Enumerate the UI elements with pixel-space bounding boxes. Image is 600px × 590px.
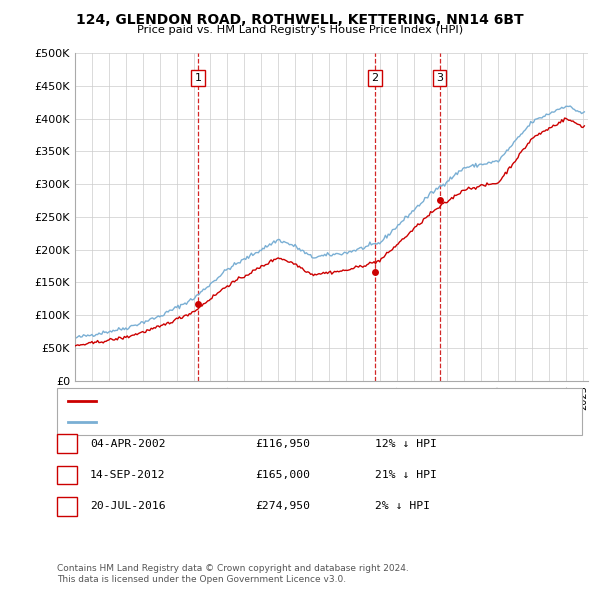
Text: £274,950: £274,950: [255, 502, 310, 511]
Text: Contains HM Land Registry data © Crown copyright and database right 2024.: Contains HM Land Registry data © Crown c…: [57, 565, 409, 573]
Text: 3: 3: [436, 73, 443, 83]
Text: 14-SEP-2012: 14-SEP-2012: [90, 470, 166, 480]
Point: [435, 196, 445, 205]
Text: HPI: Average price, detached house, North Northamptonshire: HPI: Average price, detached house, Nort…: [102, 417, 422, 427]
Text: Price paid vs. HM Land Registry's House Price Index (HPI): Price paid vs. HM Land Registry's House …: [137, 25, 463, 35]
Point: [370, 268, 380, 277]
Text: 2: 2: [371, 73, 379, 83]
Text: 20-JUL-2016: 20-JUL-2016: [90, 502, 166, 511]
Text: 124, GLENDON ROAD, ROTHWELL, KETTERING, NN14 6BT: 124, GLENDON ROAD, ROTHWELL, KETTERING, …: [76, 13, 524, 27]
Text: This data is licensed under the Open Government Licence v3.0.: This data is licensed under the Open Gov…: [57, 575, 346, 584]
Text: 124, GLENDON ROAD, ROTHWELL, KETTERING, NN14 6BT (detached house): 124, GLENDON ROAD, ROTHWELL, KETTERING, …: [102, 396, 497, 407]
Text: 2% ↓ HPI: 2% ↓ HPI: [375, 502, 430, 511]
Text: 3: 3: [63, 500, 71, 513]
Text: 1: 1: [63, 437, 71, 450]
Text: 04-APR-2002: 04-APR-2002: [90, 439, 166, 448]
Text: £165,000: £165,000: [255, 470, 310, 480]
Text: £116,950: £116,950: [255, 439, 310, 448]
Point: [193, 299, 203, 309]
Text: 12% ↓ HPI: 12% ↓ HPI: [375, 439, 437, 448]
Text: 2: 2: [63, 468, 71, 481]
Text: 1: 1: [194, 73, 202, 83]
Text: 21% ↓ HPI: 21% ↓ HPI: [375, 470, 437, 480]
